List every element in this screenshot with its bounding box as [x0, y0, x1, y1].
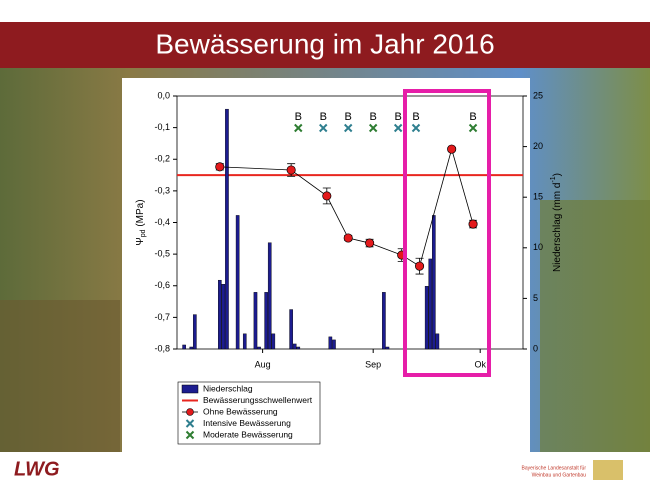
- y2-tick-label: 5: [533, 293, 538, 303]
- precipitation-bar: [432, 215, 435, 349]
- precipitation-bar: [290, 310, 293, 349]
- precipitation-bar: [254, 292, 257, 349]
- institute-line: Weinbau und Gartenbau: [532, 472, 587, 478]
- annotation: B: [469, 111, 476, 123]
- precipitation-bar: [382, 292, 385, 349]
- data-point: [323, 192, 331, 200]
- data-point: [365, 239, 373, 247]
- precipitation-bar: [268, 243, 271, 349]
- y-axis-title-part: (MPa): [135, 199, 146, 229]
- annotation: B: [295, 111, 302, 123]
- precipitation-bar: [236, 215, 239, 349]
- data-point: [287, 166, 295, 174]
- y-tick-label: -0,3: [154, 185, 170, 195]
- y-tick-label: -0,5: [154, 249, 170, 259]
- data-point: [216, 163, 224, 171]
- legend-label: Bewässerungsschwellenwert: [203, 395, 313, 405]
- y2-axis-title: Niederschlag (mm d-1): [550, 173, 562, 272]
- slide: Bewässerung im Jahr 2016 LWG Bayerische …: [0, 0, 650, 488]
- legend-label: Intensive Bewässerung: [203, 418, 291, 428]
- y2-axis-title-part: ): [552, 173, 563, 176]
- y-tick-label: -0,7: [154, 312, 170, 322]
- y-axis-title: Ψpd (MPa): [135, 199, 148, 245]
- precipitation-bar: [436, 334, 439, 349]
- annotation: B: [370, 111, 377, 123]
- institute-line: Bayerische Landesanstalt für: [522, 465, 587, 471]
- annotation: B: [394, 111, 401, 123]
- precipitation-bar: [329, 337, 332, 349]
- precipitation-bar: [190, 347, 193, 349]
- legend-swatch: [182, 385, 198, 393]
- precipitation-bar: [183, 345, 186, 349]
- precipitation-bar: [218, 280, 221, 349]
- y2-tick-label: 0: [533, 343, 538, 353]
- legend-label: Ohne Bewässerung: [203, 406, 278, 416]
- precipitation-bar: [272, 334, 275, 349]
- photo-ground: [0, 300, 120, 452]
- precipitation-bar: [225, 109, 228, 349]
- y-axis-title-part: pd: [140, 229, 147, 237]
- precipitation-bar: [257, 347, 260, 349]
- x-tick-label: Sep: [365, 359, 381, 369]
- x-tick-label: Ok: [474, 359, 486, 369]
- data-point: [469, 220, 477, 228]
- legend-label: Niederschlag: [203, 383, 253, 393]
- data-point: [447, 145, 455, 153]
- slide-title: Bewässerung im Jahr 2016: [155, 28, 494, 59]
- data-point: [344, 234, 352, 242]
- precipitation-bar: [332, 340, 335, 349]
- precipitation-bar: [243, 334, 246, 349]
- precipitation-bar: [429, 259, 432, 349]
- precipitation-bar: [297, 347, 300, 349]
- y2-tick-label: 25: [533, 90, 543, 100]
- precipitation-bar: [265, 292, 268, 349]
- precipitation-bar: [222, 284, 225, 349]
- y-axis-title-part: Ψ: [135, 237, 146, 245]
- y-tick-label: 0,0: [157, 90, 170, 100]
- coat-of-arms: [593, 460, 623, 480]
- annotation: B: [320, 111, 327, 123]
- y-tick-label: -0,1: [154, 122, 170, 132]
- precipitation-bar: [193, 315, 196, 349]
- annotation: B: [345, 111, 352, 123]
- x-tick-label: Aug: [255, 359, 271, 369]
- y-tick-label: -0,4: [154, 217, 170, 227]
- y2-tick-label: 10: [533, 242, 543, 252]
- data-point: [415, 262, 423, 270]
- y-tick-label: -0,8: [154, 343, 170, 353]
- precipitation-bar: [425, 286, 428, 349]
- logo: LWG: [14, 458, 60, 480]
- y-tick-label: -0,6: [154, 280, 170, 290]
- y2-tick-label: 15: [533, 192, 543, 202]
- precipitation-bar: [293, 344, 296, 349]
- precipitation-bar: [386, 347, 389, 349]
- y2-tick-label: 20: [533, 141, 543, 151]
- legend-label: Moderate Bewässerung: [203, 429, 293, 439]
- annotation: B: [412, 111, 419, 123]
- y-tick-label: -0,2: [154, 154, 170, 164]
- legend-swatch: [187, 409, 194, 416]
- y2-axis-title-part: Niederschlag (mm d: [552, 183, 563, 272]
